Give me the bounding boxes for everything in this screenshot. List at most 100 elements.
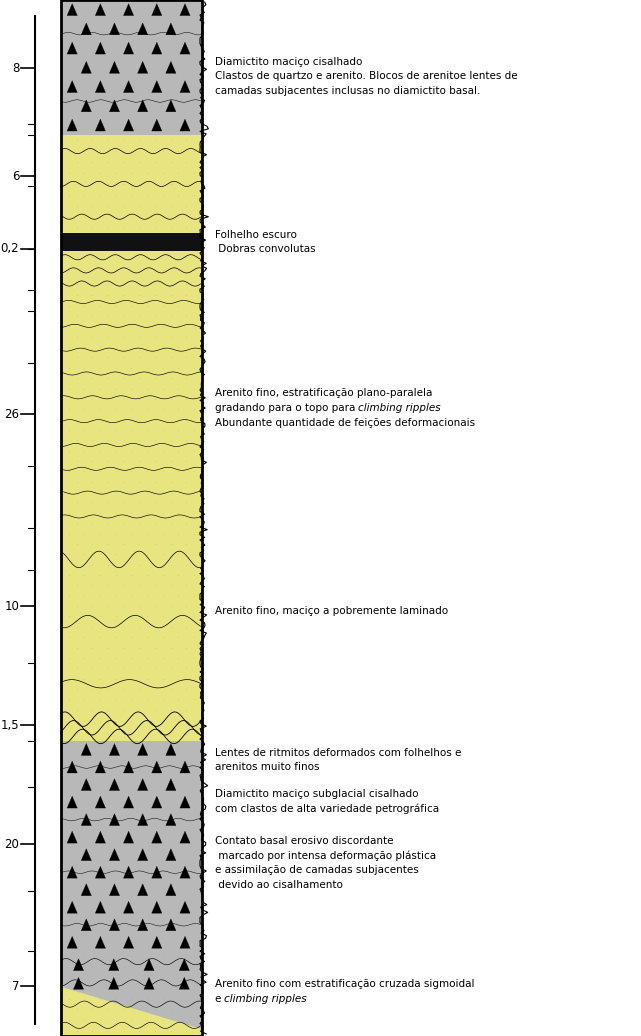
Polygon shape [166, 779, 176, 790]
Text: Arenito fino com estratificação cruzada sigmoidal: Arenito fino com estratificação cruzada … [215, 979, 474, 989]
Polygon shape [110, 779, 120, 790]
Text: Clastos de quartzo e arenito. Blocos de arenitoe lentes de: Clastos de quartzo e arenito. Blocos de … [215, 71, 517, 82]
Bar [61, 741, 202, 951]
Text: climbing ripples: climbing ripples [358, 403, 441, 413]
Polygon shape [124, 937, 134, 948]
Polygon shape [81, 813, 92, 826]
Polygon shape [96, 761, 106, 773]
Text: 1,5: 1,5 [1, 719, 19, 731]
Text: climbing ripples: climbing ripples [224, 994, 307, 1004]
Polygon shape [96, 42, 106, 54]
Text: 6: 6 [12, 170, 19, 182]
Polygon shape [110, 744, 120, 755]
Polygon shape [67, 796, 78, 808]
Text: Contato basal erosivo discordante: Contato basal erosivo discordante [215, 836, 393, 846]
Polygon shape [81, 779, 92, 790]
Text: Diamictito maciço subglacial cisalhado: Diamictito maciço subglacial cisalhado [215, 789, 418, 800]
Polygon shape [138, 61, 148, 74]
Polygon shape [96, 901, 106, 913]
Polygon shape [166, 23, 176, 35]
Polygon shape [152, 42, 162, 54]
Text: Abundante quantidade de feições deformacionais: Abundante quantidade de feições deformac… [215, 418, 475, 428]
Polygon shape [152, 866, 162, 879]
Polygon shape [166, 99, 176, 112]
Polygon shape [81, 744, 92, 755]
Polygon shape [179, 958, 190, 971]
Polygon shape [179, 977, 190, 989]
Polygon shape [124, 81, 134, 92]
Polygon shape [67, 119, 78, 131]
Polygon shape [96, 81, 106, 92]
Polygon shape [144, 977, 154, 989]
Bar [61, 528, 202, 715]
Text: 20: 20 [4, 838, 19, 851]
Polygon shape [73, 977, 83, 989]
Text: 0,2: 0,2 [1, 242, 19, 255]
Polygon shape [138, 99, 148, 112]
Polygon shape [110, 99, 120, 112]
Bar [61, 0, 202, 135]
Polygon shape [124, 761, 134, 773]
Polygon shape [96, 4, 106, 16]
Polygon shape [67, 901, 78, 913]
Polygon shape [81, 99, 92, 112]
Polygon shape [110, 61, 120, 74]
Text: gradando para o topo para: gradando para o topo para [215, 403, 358, 413]
Polygon shape [96, 796, 106, 808]
Text: Arenito fino, maciço a pobremente laminado: Arenito fino, maciço a pobremente lamina… [215, 606, 448, 616]
Polygon shape [67, 937, 78, 948]
Bar [61, 290, 202, 528]
Text: Arenito fino, estratificação plano-paralela: Arenito fino, estratificação plano-paral… [215, 388, 432, 399]
Polygon shape [152, 119, 162, 131]
Text: 7: 7 [12, 980, 19, 992]
Text: camadas subjacentes inclusas no diamictito basal.: camadas subjacentes inclusas no diamicti… [215, 86, 480, 96]
Polygon shape [166, 848, 176, 861]
Polygon shape [81, 23, 92, 35]
Polygon shape [152, 796, 162, 808]
Polygon shape [166, 813, 176, 826]
Polygon shape [81, 919, 92, 930]
Polygon shape [81, 61, 92, 74]
Polygon shape [166, 744, 176, 755]
Text: arenitos muito finos: arenitos muito finos [215, 762, 319, 773]
Polygon shape [124, 119, 134, 131]
Text: marcado por intensa deformação plástica: marcado por intensa deformação plástica [215, 851, 436, 861]
Polygon shape [81, 884, 92, 896]
Polygon shape [180, 119, 190, 131]
Polygon shape [138, 23, 148, 35]
Polygon shape [124, 42, 134, 54]
Polygon shape [138, 848, 148, 861]
Polygon shape [152, 901, 162, 913]
Text: 26: 26 [4, 408, 19, 421]
Polygon shape [67, 81, 78, 92]
Polygon shape [124, 831, 134, 843]
Text: Diamictito maciço cisalhado: Diamictito maciço cisalhado [215, 57, 362, 67]
Polygon shape [180, 4, 190, 16]
Polygon shape [138, 884, 148, 896]
Bar [61, 715, 202, 741]
Polygon shape [138, 813, 148, 826]
Text: Dobras convolutas: Dobras convolutas [215, 244, 315, 255]
Text: 10: 10 [4, 600, 19, 612]
Polygon shape [67, 866, 78, 879]
Polygon shape [96, 831, 106, 843]
Polygon shape [61, 986, 202, 1036]
Text: 8: 8 [12, 62, 19, 75]
Polygon shape [108, 958, 119, 971]
Bar [61, 951, 202, 1036]
Polygon shape [110, 884, 120, 896]
Polygon shape [166, 919, 176, 930]
Text: devido ao cisalhamento: devido ao cisalhamento [215, 880, 342, 890]
Polygon shape [124, 796, 134, 808]
Text: com clastos de alta variedade petrográfica: com clastos de alta variedade petrográfi… [215, 804, 439, 814]
Bar [61, 0, 202, 1036]
Polygon shape [67, 42, 78, 54]
Polygon shape [180, 81, 190, 92]
Polygon shape [110, 848, 120, 861]
Polygon shape [96, 937, 106, 948]
Polygon shape [180, 901, 190, 913]
Polygon shape [180, 42, 190, 54]
Bar [61, 233, 202, 251]
Polygon shape [152, 831, 162, 843]
Polygon shape [81, 848, 92, 861]
